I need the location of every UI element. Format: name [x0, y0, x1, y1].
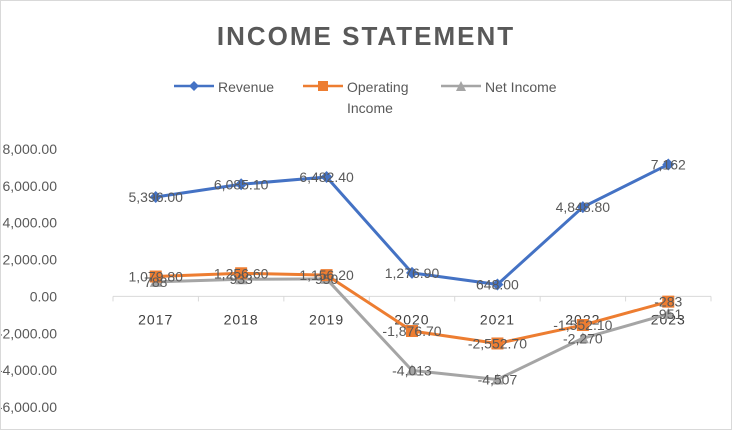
- data-label: 1,156.20: [299, 267, 354, 283]
- data-label: -283: [654, 294, 682, 310]
- x-tick-label: 2018: [224, 311, 259, 327]
- legend-label-operating-income: Operating Income: [347, 79, 409, 116]
- data-point-triangle: [406, 364, 418, 376]
- data-label: 933: [229, 271, 253, 287]
- data-point-square: [662, 295, 675, 308]
- data-point-square: [491, 337, 504, 350]
- data-point-square: [235, 267, 248, 280]
- data-label: 1,276.90: [385, 265, 440, 281]
- data-label: -2,270: [563, 330, 603, 346]
- data-point-square: [406, 325, 418, 338]
- data-label: -4,507: [478, 371, 518, 387]
- data-label: 1,256.60: [214, 265, 269, 281]
- x-tick-label: 2021: [480, 311, 515, 327]
- legend-marker-net-income: [441, 81, 481, 91]
- y-tick-label: 4,000.00: [3, 215, 58, 231]
- data-label: 5,396.00: [128, 189, 183, 205]
- data-label: 950: [315, 271, 339, 287]
- data-label: 648.00: [476, 276, 519, 292]
- data-point-diamond: [662, 158, 675, 171]
- legend-marker-revenue: [174, 81, 214, 91]
- data-label: 1,079.80: [128, 269, 183, 285]
- data-point-triangle: [576, 332, 589, 344]
- y-tick-label: 2,000.00: [3, 252, 58, 268]
- y-tick-label: -6,000.00: [1, 399, 57, 415]
- data-label: 6,085.10: [214, 176, 269, 192]
- data-point-diamond: [235, 178, 248, 191]
- legend-item-revenue: Revenue: [174, 77, 274, 98]
- data-point-diamond: [576, 201, 589, 214]
- data-label: 788: [144, 274, 168, 290]
- legend-item-operating-income: Operating Income: [303, 77, 425, 119]
- data-point-square: [576, 319, 589, 332]
- legend-label-net-income: Net Income: [485, 79, 557, 95]
- y-tick-label: 6,000.00: [3, 178, 58, 194]
- data-label: -1,552.10: [553, 317, 612, 333]
- data-point-diamond: [320, 170, 333, 183]
- legend-label-revenue: Revenue: [218, 79, 275, 95]
- data-label: 7,162: [651, 156, 686, 172]
- data-label: 6,482.40: [299, 169, 354, 185]
- data-point-triangle: [491, 373, 504, 385]
- data-label: -4,013: [392, 362, 432, 378]
- data-label: 4,848.80: [556, 199, 611, 215]
- x-tick-label: 2017: [138, 311, 173, 327]
- y-tick-label: -2,000.00: [1, 325, 57, 341]
- data-label: -2,552.70: [468, 335, 527, 351]
- y-tick-label: 8,000.00: [3, 141, 58, 157]
- legend-marker-operating-income: [303, 81, 343, 91]
- data-point-square: [149, 270, 162, 283]
- data-label: -951: [654, 306, 682, 322]
- data-point-diamond: [491, 278, 504, 291]
- data-label: -1,876.70: [382, 323, 441, 339]
- y-tick-label: 0.00: [30, 288, 57, 304]
- legend-item-net-income: Net Income: [441, 77, 557, 98]
- y-tick-label: -4,000.00: [1, 362, 57, 378]
- data-point-diamond: [149, 190, 162, 203]
- chart-title: INCOME STATEMENT: [216, 21, 516, 51]
- x-tick-label: 2019: [309, 311, 344, 327]
- data-point-square: [320, 269, 333, 282]
- data-point-diamond: [406, 266, 418, 279]
- data-point-triangle: [662, 307, 675, 319]
